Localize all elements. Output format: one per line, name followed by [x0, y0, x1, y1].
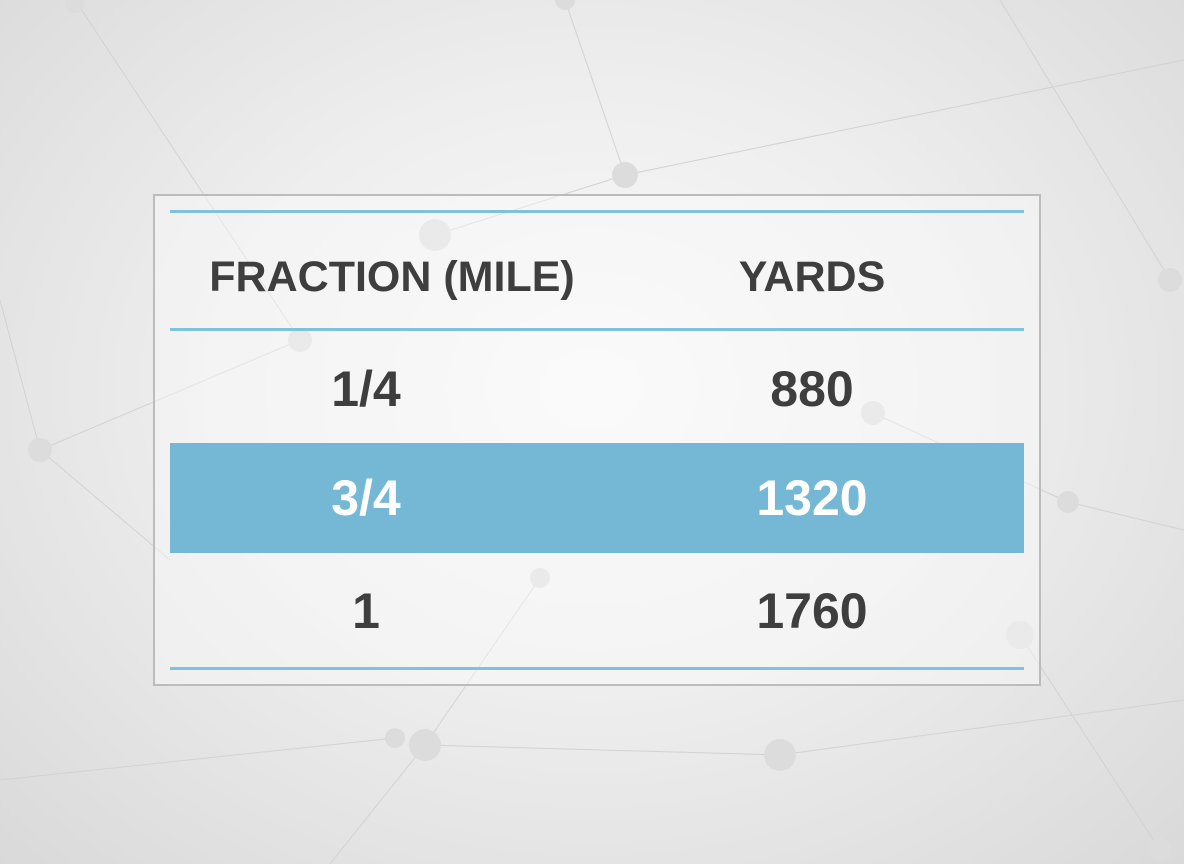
cell-yards: 1320 [756, 470, 868, 526]
table-bottom-rule [170, 667, 1024, 670]
table-header-row: FRACTION (MILE) YARDS [170, 222, 1024, 332]
cell-yards: 880 [770, 361, 854, 417]
table-row: 1/4 880 [170, 334, 1024, 444]
table-row-highlighted: 3/4 1320 [170, 443, 1024, 553]
cell-fraction: 3/4 [331, 470, 401, 526]
header-rule [170, 328, 1024, 331]
table-frame [153, 194, 1041, 686]
table-top-rule [170, 210, 1024, 213]
cell-yards: 1760 [756, 583, 868, 639]
header-yards: YARDS [738, 252, 886, 301]
cell-fraction: 1/4 [331, 361, 401, 417]
cell-fraction: 1 [352, 583, 380, 639]
header-fraction: FRACTION (MILE) [209, 252, 575, 301]
table-row: 1 1760 [170, 556, 1024, 666]
